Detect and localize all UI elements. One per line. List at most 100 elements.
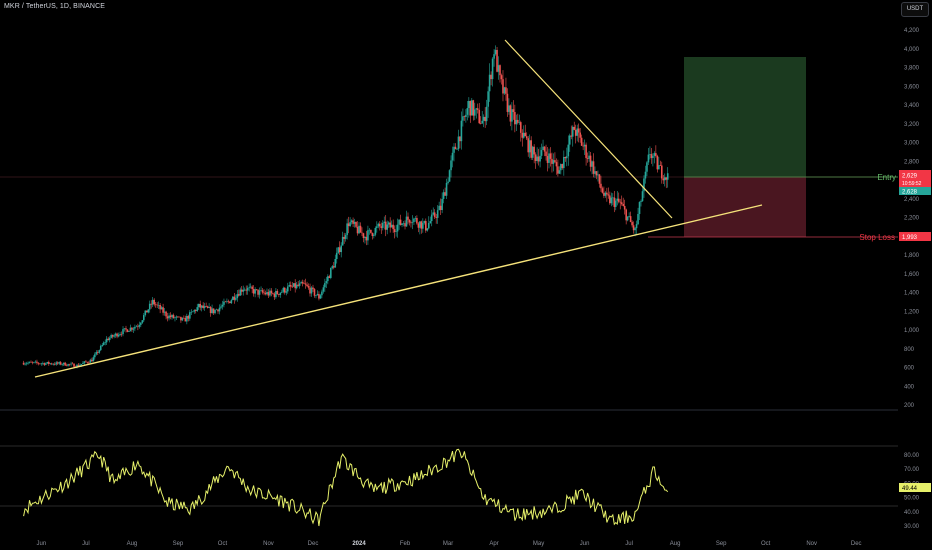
candle-body: [169, 315, 172, 318]
price-tick-label: 1,400: [904, 291, 920, 297]
candle-body: [310, 287, 313, 294]
candle-body: [408, 219, 411, 223]
candle-body: [40, 363, 43, 365]
candle-body: [463, 116, 466, 118]
price-tick-label: 3,800: [904, 66, 920, 72]
candle-body: [580, 137, 583, 146]
candle-body: [232, 296, 234, 301]
price-tick-label: 400: [904, 384, 915, 390]
candle-body: [534, 154, 537, 162]
candle-body: [220, 306, 222, 308]
candle-body: [542, 146, 544, 151]
candle-body: [229, 301, 231, 304]
candle-body: [211, 308, 213, 313]
candle-body: [355, 221, 357, 227]
candle-body: [64, 362, 66, 366]
candle-body: [53, 364, 56, 365]
price-axis[interactable]: 4,200 4,000 3,800 3,600 3,400 3,200 3,000 2,800…: [904, 28, 920, 409]
candle-body: [79, 364, 81, 366]
candle-body: [506, 93, 509, 112]
price-tick-label: 3,000: [904, 141, 920, 147]
candle-body: [300, 282, 302, 284]
candle-body: [224, 301, 227, 303]
candle-body: [426, 228, 429, 231]
time-tick-label: May: [533, 541, 544, 547]
candle-body: [632, 225, 635, 231]
candle-body: [128, 330, 130, 332]
candle-body: [543, 146, 546, 152]
candle-body: [525, 136, 528, 139]
price-tick-label: 2,200: [904, 216, 920, 222]
candle-body: [490, 74, 492, 80]
stop-loss-zone[interactable]: [684, 177, 806, 237]
candle-body: [662, 178, 665, 181]
currency-button[interactable]: USDT: [901, 2, 929, 17]
ascending-trendline[interactable]: [34, 204, 763, 378]
candle-body: [135, 326, 138, 328]
candle-body: [585, 144, 587, 158]
descending-trendline[interactable]: [504, 39, 673, 219]
take-profit-zone[interactable]: [684, 57, 806, 177]
candle-body: [517, 119, 519, 123]
time-tick-label: Jun: [580, 541, 590, 547]
time-tick-label: Mar: [443, 541, 453, 547]
candle-body: [56, 362, 59, 364]
candle-body: [473, 109, 476, 116]
candle-body: [138, 324, 141, 327]
candle-body: [567, 144, 570, 157]
candle-body: [180, 316, 182, 321]
candle-body: [160, 307, 163, 310]
candle-body: [237, 294, 240, 296]
price-tick-label: 3,600: [904, 84, 920, 90]
current-price-tag: [899, 170, 931, 187]
candle-body: [459, 136, 461, 142]
candle-body: [273, 293, 276, 298]
candle-body: [465, 114, 467, 118]
stop-price-tag: [899, 232, 931, 241]
candle-body: [613, 197, 616, 207]
candle-body: [59, 362, 62, 365]
symbol-title[interactable]: MKR / TetherUS, 1D, BINANCE: [4, 3, 105, 10]
candle-body: [564, 156, 567, 159]
candle-body: [31, 362, 34, 363]
candle-body: [257, 289, 259, 295]
candle-body: [628, 216, 630, 217]
candle-body: [291, 286, 294, 288]
candle-body: [230, 300, 233, 304]
candle-body: [482, 116, 485, 121]
candle-body: [573, 126, 576, 130]
entry-label: Entry: [877, 173, 896, 182]
candle-body: [554, 160, 556, 163]
candle-body: [289, 285, 292, 287]
candle-body: [297, 284, 299, 286]
candle-body: [25, 363, 28, 365]
candle-body: [444, 192, 446, 196]
candle-body: [178, 316, 181, 318]
candle-body: [159, 304, 161, 310]
candle-body: [126, 329, 129, 332]
candle-body: [560, 164, 562, 171]
candle-body: [546, 155, 549, 163]
candle-body: [401, 223, 403, 225]
candle-body: [272, 293, 274, 294]
candle-body: [466, 108, 469, 115]
candle-body: [410, 222, 412, 224]
candle-body: [647, 154, 650, 163]
candle-body: [503, 87, 506, 94]
candle-body: [362, 233, 365, 239]
candle-body: [52, 364, 55, 365]
candle-body: [322, 287, 325, 292]
candle-body: [304, 283, 307, 285]
candle-body: [389, 222, 391, 228]
time-axis[interactable]: Jun Jul Aug Sep Oct Nov Dec 2024 Feb Mar Apr May Jun…: [37, 541, 862, 547]
candle-body: [616, 198, 619, 201]
candle-body: [242, 289, 245, 292]
candle-body: [65, 365, 68, 367]
candle-body: [380, 226, 383, 228]
candle-body: [319, 295, 322, 299]
candle-body: [637, 214, 639, 225]
candle-body: [549, 153, 552, 159]
candle-body: [478, 109, 481, 124]
candle-body: [352, 220, 354, 224]
